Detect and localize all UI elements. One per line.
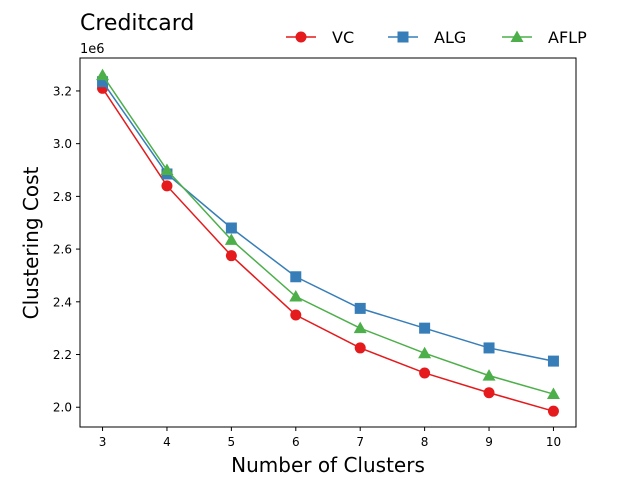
x-tick-label: 3 xyxy=(99,435,107,449)
y-tick-label: 3.0 xyxy=(53,137,72,151)
y-axis-label: Clustering Cost xyxy=(19,166,43,319)
data-point-alg xyxy=(483,342,495,354)
legend-item-alg: ALG xyxy=(388,28,466,47)
x-tick-label: 4 xyxy=(163,435,171,449)
legend: VC ALG AFLP xyxy=(286,28,587,47)
series-alg xyxy=(97,76,559,367)
data-point-aflp xyxy=(224,233,238,245)
data-point-vc xyxy=(354,342,366,354)
legend-item-vc: VC xyxy=(286,28,354,47)
y-tick-label: 3.2 xyxy=(53,84,72,98)
y-tick-label: 2.2 xyxy=(53,348,72,362)
y-tick-label: 2.8 xyxy=(53,190,72,204)
series-aflp xyxy=(96,68,560,400)
series-group xyxy=(96,68,560,417)
legend-label-vc: VC xyxy=(332,28,354,47)
x-axis-label: Number of Clusters xyxy=(231,453,425,477)
data-point-alg xyxy=(547,355,559,367)
chart-title: Creditcard xyxy=(80,11,194,36)
series-line-aflp xyxy=(101,74,554,395)
data-point-vc xyxy=(419,367,431,379)
data-point-vc xyxy=(161,180,173,192)
y-tick-label: 2.6 xyxy=(53,243,72,257)
x-tick-label: 5 xyxy=(228,435,236,449)
data-point-alg xyxy=(225,222,237,234)
data-point-vc xyxy=(225,250,237,262)
plot-area-frame xyxy=(79,57,577,428)
series-vc xyxy=(97,82,559,417)
y-tick-label: 2.4 xyxy=(53,295,72,309)
data-point-vc xyxy=(483,387,495,399)
data-point-vc xyxy=(547,405,559,417)
x-tick-label: 8 xyxy=(421,435,429,449)
y-tick-label: 2.0 xyxy=(53,401,72,415)
legend-marker-aflp xyxy=(510,30,524,42)
x-tick-label: 7 xyxy=(356,435,364,449)
data-point-alg xyxy=(97,76,109,88)
data-point-alg xyxy=(354,302,366,314)
data-point-aflp xyxy=(353,321,367,334)
series-line-vc xyxy=(101,87,554,412)
x-tick-label: 6 xyxy=(292,435,300,449)
data-point-aflp xyxy=(160,163,174,176)
data-point-aflp xyxy=(96,68,110,81)
x-tick-label: 9 xyxy=(485,435,493,449)
data-point-aflp xyxy=(482,369,496,381)
legend-marker-vc xyxy=(295,31,307,43)
data-point-alg xyxy=(419,322,431,334)
data-point-aflp xyxy=(418,346,432,359)
x-axis: 3 4 5 6 7 8 9 10 xyxy=(99,427,561,449)
series-line-alg xyxy=(101,81,554,362)
y-axis: 2.0 2.2 2.4 2.6 2.8 3.0 3.2 xyxy=(53,84,80,415)
data-point-aflp xyxy=(289,290,303,302)
y-multiplier-label: 1e6 xyxy=(80,42,105,57)
data-point-aflp xyxy=(546,387,560,400)
legend-item-aflp: AFLP xyxy=(502,28,587,47)
data-point-vc xyxy=(290,309,302,321)
legend-label-alg: ALG xyxy=(434,28,466,47)
legend-marker-alg xyxy=(397,31,409,43)
x-tick-label: 10 xyxy=(546,435,561,449)
legend-label-aflp: AFLP xyxy=(548,28,587,47)
data-point-alg xyxy=(290,271,302,283)
